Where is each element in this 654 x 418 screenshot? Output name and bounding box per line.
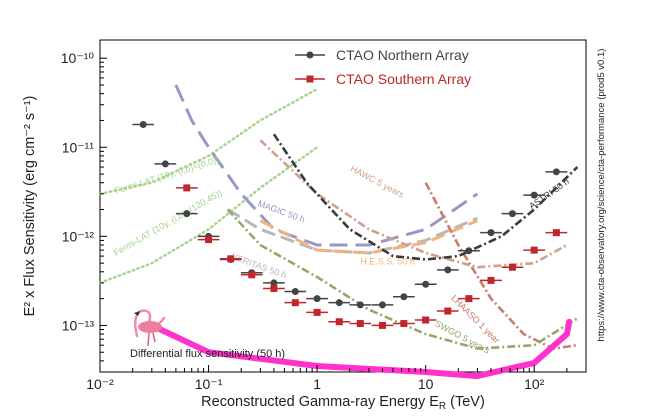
curve-hawc-5-years bbox=[259, 139, 568, 269]
data-point bbox=[378, 321, 386, 329]
data-point bbox=[139, 121, 147, 129]
data-point bbox=[422, 280, 430, 288]
curve-fermi-lat-10y-l-b-120-45 bbox=[98, 146, 319, 285]
x-tick-label: 10⁻² bbox=[86, 376, 114, 392]
data-point bbox=[552, 229, 560, 237]
curve-swgo-5-years bbox=[226, 208, 579, 350]
data-point bbox=[313, 308, 321, 316]
data-point bbox=[508, 210, 516, 218]
data-point bbox=[335, 318, 343, 326]
data-point bbox=[400, 320, 408, 328]
label-fermi-lat-10y-l-b-0-0: Fermi-LAT (10y, (l,b)=(0,0)) bbox=[114, 155, 220, 196]
data-point bbox=[183, 210, 191, 218]
x-tick-label: 10 bbox=[418, 376, 434, 392]
curve-flamingo-trend bbox=[148, 318, 573, 380]
legend-south-marker bbox=[306, 75, 314, 83]
flamingo-icon bbox=[133, 309, 166, 347]
data-point bbox=[291, 288, 299, 296]
y-tick-label: 10⁻¹³ bbox=[62, 317, 95, 333]
reference-curve-labels: Fermi-LAT (10y, (l,b)=(0,0))Fermi-LAT (1… bbox=[112, 155, 571, 356]
curve-magic-50-h bbox=[174, 84, 479, 247]
axis-ticks: 10⁻² 10⁻¹ 1 10 10² 10⁻¹³ 10⁻¹² 10⁻¹¹ 10⁻¹⁰ bbox=[61, 50, 568, 392]
data-point bbox=[487, 229, 495, 237]
data-point bbox=[400, 293, 408, 301]
legend-north-label: CTAO Northern Array bbox=[336, 47, 469, 63]
x-axis-label-unit: (TeV) bbox=[446, 394, 485, 410]
data-point bbox=[530, 191, 538, 199]
label-hawc-5-years: HAWC 5 years bbox=[349, 163, 406, 200]
curve-h-e-s-s-50-h bbox=[259, 219, 478, 255]
x-axis-label-main: Reconstructed Gamma-ray Energy E bbox=[201, 394, 439, 410]
legend: CTAO Northern Array CTAO Southern Array bbox=[295, 47, 471, 87]
data-point bbox=[313, 295, 321, 303]
data-point bbox=[530, 246, 538, 254]
legend-north-marker bbox=[306, 51, 314, 59]
label-magic-50-h: MAGIC 50 h bbox=[256, 198, 306, 224]
data-point bbox=[270, 284, 278, 292]
y-axis-label: E² x Flux Sensitivity (erg cm⁻² s⁻¹) bbox=[22, 96, 38, 317]
label-h-e-s-s-50-h: H.E.S.S. 50 h bbox=[360, 257, 415, 267]
data-point bbox=[335, 299, 343, 307]
data-point bbox=[291, 299, 299, 307]
x-axis-label-sub: R bbox=[439, 401, 446, 412]
data-point bbox=[270, 279, 278, 287]
data-point bbox=[356, 320, 364, 328]
data-series bbox=[132, 121, 568, 329]
data-point bbox=[248, 271, 256, 279]
data-point bbox=[552, 168, 560, 176]
side-note: https://www.cta-observatory.org/science/… bbox=[596, 49, 607, 342]
footnote: Differential flux sensitivity (50 h) bbox=[130, 348, 285, 360]
data-point bbox=[205, 236, 213, 244]
x-tick-label: 10² bbox=[524, 376, 545, 392]
curve-fermi-lat-10y-l-b-0-0 bbox=[98, 87, 319, 196]
y-tick-label: 10⁻¹² bbox=[62, 228, 95, 244]
legend-south-label: CTAO Southern Array bbox=[336, 71, 471, 87]
y-tick-label: 10⁻¹⁰ bbox=[61, 50, 95, 66]
data-point bbox=[378, 301, 386, 309]
x-axis-label: Reconstructed Gamma-ray Energy ER (TeV) bbox=[201, 394, 485, 412]
data-point bbox=[465, 295, 473, 303]
data-point bbox=[487, 276, 495, 284]
data-point bbox=[183, 184, 191, 192]
plot-frame bbox=[99, 39, 587, 373]
label-fermi-lat-10y-l-b-120-45: Fermi-LAT (10y, (l,b)=(120,45)) bbox=[112, 188, 224, 258]
data-point bbox=[161, 160, 169, 168]
data-point bbox=[444, 266, 452, 274]
data-point bbox=[356, 301, 364, 309]
data-point bbox=[465, 247, 473, 255]
reference-curves bbox=[98, 84, 579, 380]
x-tick-label: 1 bbox=[313, 376, 321, 392]
data-point bbox=[422, 316, 430, 324]
data-point bbox=[508, 263, 516, 271]
x-tick-label: 10⁻¹ bbox=[195, 376, 223, 392]
y-tick-label: 10⁻¹¹ bbox=[62, 139, 95, 155]
data-point bbox=[444, 307, 452, 315]
data-point bbox=[227, 255, 235, 263]
